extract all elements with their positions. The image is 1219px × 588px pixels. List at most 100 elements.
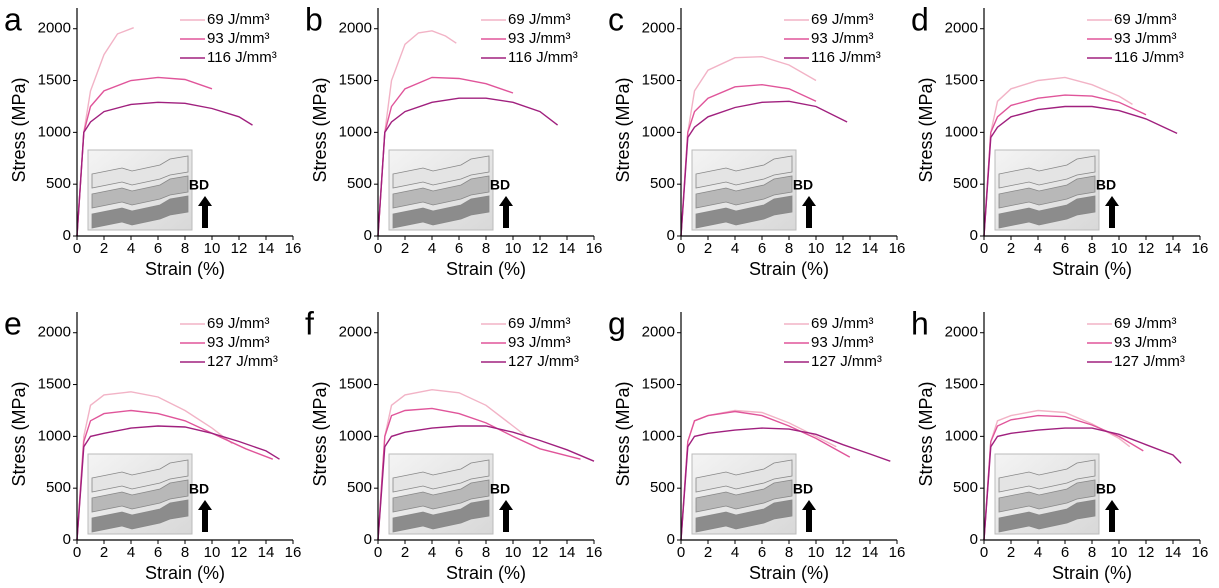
panel-label: f [305, 305, 314, 341]
y-tick-label: 500 [347, 175, 372, 192]
legend-label: 116 J/mm³ [207, 49, 277, 66]
annotation: BD [490, 177, 510, 193]
specimen [695, 499, 793, 533]
x-tick-label: 8 [785, 544, 793, 561]
legend-label: 93 J/mm³ [508, 30, 571, 47]
curve [680, 427, 891, 541]
x-axis-label: Strain (%) [1052, 259, 1132, 279]
y-tick-label: 2000 [945, 324, 978, 341]
x-tick-label: 10 [204, 544, 221, 561]
y-axis-label: Stress (MPa) [9, 381, 29, 486]
specimen [91, 499, 189, 533]
annotation: BD [1096, 481, 1116, 497]
curve [76, 391, 233, 541]
specimen [998, 459, 1096, 493]
x-tick-label: 2 [1007, 544, 1015, 561]
annotation: BD [189, 481, 209, 497]
y-tick-label: 500 [650, 175, 675, 192]
arrow [1105, 500, 1119, 532]
panel-label: h [911, 305, 929, 341]
x-tick-label: 16 [285, 240, 302, 257]
x-tick-label: 0 [374, 544, 382, 561]
specimen [695, 175, 793, 209]
x-tick-label: 8 [482, 544, 490, 561]
x-axis-label: Strain (%) [145, 563, 225, 583]
inset: BD [994, 453, 1119, 535]
panel-label: b [305, 1, 323, 37]
x-tick-label: 4 [731, 240, 739, 257]
legend-label: 127 J/mm³ [508, 353, 579, 370]
y-tick-label: 0 [970, 531, 978, 548]
curve [680, 100, 848, 237]
x-tick-label: 6 [758, 240, 766, 257]
curve [377, 388, 527, 541]
x-tick-label: 0 [73, 544, 81, 561]
x-tick-label: 6 [154, 544, 162, 561]
y-tick-label: 1500 [38, 376, 71, 393]
x-tick-label: 4 [127, 240, 135, 257]
legend-label: 127 J/mm³ [1114, 353, 1185, 370]
legend-label: 93 J/mm³ [1114, 30, 1177, 47]
x-tick-label: 4 [428, 544, 436, 561]
x-tick-label: 14 [559, 240, 576, 257]
x-tick-label: 10 [1111, 240, 1128, 257]
y-tick-label: 2000 [38, 20, 71, 37]
x-tick-label: 14 [1165, 240, 1182, 257]
x-axis-label: Strain (%) [446, 259, 526, 279]
y-tick-label: 1500 [339, 72, 372, 89]
x-tick-label: 14 [258, 544, 275, 561]
x-tick-label: 6 [758, 544, 766, 561]
curve [377, 76, 514, 237]
curve [377, 407, 581, 541]
specimen [91, 175, 189, 209]
x-tick-label: 12 [532, 544, 549, 561]
x-tick-label: 6 [1061, 240, 1069, 257]
x-tick-label: 6 [1061, 544, 1069, 561]
legend-label: 116 J/mm³ [1114, 49, 1184, 66]
specimen [392, 175, 490, 209]
specimen [695, 155, 793, 189]
y-axis-label: Stress (MPa) [916, 77, 936, 182]
curve [680, 83, 817, 237]
x-tick-label: 2 [704, 240, 712, 257]
legend-label: 116 J/mm³ [508, 49, 578, 66]
y-tick-label: 1000 [945, 427, 978, 444]
x-tick-label: 12 [1138, 240, 1155, 257]
y-tick-label: 0 [63, 227, 71, 244]
x-tick-label: 4 [1034, 544, 1042, 561]
legend-label: 69 J/mm³ [1114, 11, 1177, 28]
panel: BD 0 500 1000 1500 2000 0 2 4 6 8 10 12 14 16 Strain (%… [305, 305, 602, 582]
y-tick-label: 1500 [642, 376, 675, 393]
legend-label: 69 J/mm³ [207, 11, 270, 28]
y-tick-label: 2000 [642, 20, 675, 37]
inset: BD [691, 453, 816, 535]
x-tick-label: 0 [677, 544, 685, 561]
x-tick-label: 8 [181, 240, 189, 257]
specimen [392, 155, 490, 189]
arrow [499, 196, 513, 228]
y-tick-label: 0 [667, 531, 675, 548]
legend-label: 116 J/mm³ [811, 49, 881, 66]
arrow [802, 500, 816, 532]
x-tick-label: 8 [482, 240, 490, 257]
y-axis-label: Stress (MPa) [613, 77, 633, 182]
x-tick-label: 16 [889, 240, 906, 257]
arrow [198, 196, 212, 228]
y-tick-label: 0 [667, 227, 675, 244]
x-tick-label: 2 [704, 544, 712, 561]
y-tick-label: 1000 [339, 427, 372, 444]
panel: BD 0 500 1000 1500 2000 0 2 4 6 8 10 12 14 16 Strain (%… [305, 1, 602, 278]
x-tick-label: 0 [677, 240, 685, 257]
y-axis-label: Stress (MPa) [9, 77, 29, 182]
curve [983, 105, 1178, 237]
y-tick-label: 1500 [945, 72, 978, 89]
legend-label: 69 J/mm³ [1114, 315, 1177, 332]
x-tick-label: 2 [1007, 240, 1015, 257]
x-axis-label: Strain (%) [749, 563, 829, 583]
y-tick-label: 500 [347, 479, 372, 496]
legend-label: 93 J/mm³ [207, 334, 270, 351]
y-tick-label: 1500 [642, 72, 675, 89]
curve [377, 30, 457, 237]
y-tick-label: 0 [970, 227, 978, 244]
y-tick-label: 1000 [642, 123, 675, 140]
